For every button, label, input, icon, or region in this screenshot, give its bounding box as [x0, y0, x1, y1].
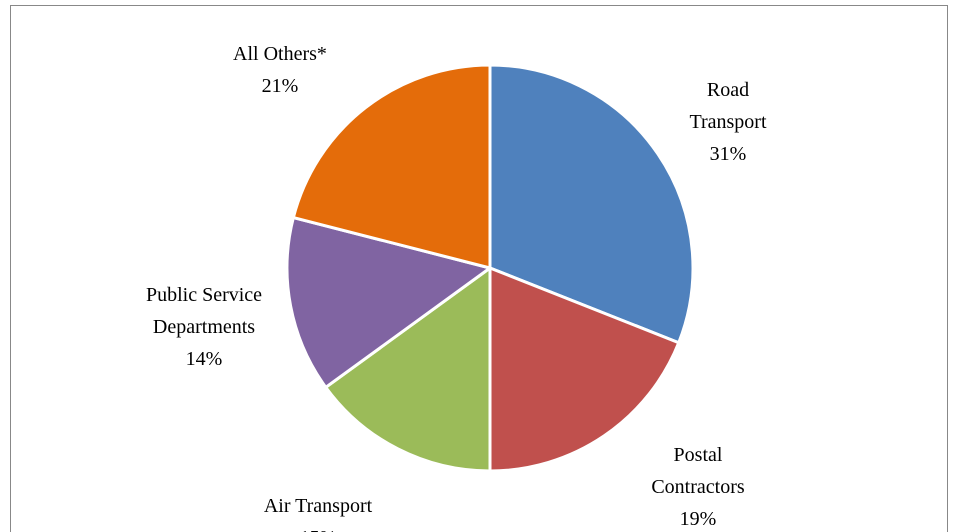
pie-slice	[488, 266, 681, 473]
value-label: 19%	[679, 508, 717, 530]
pie-slice	[488, 63, 695, 345]
category-label: All Others*	[233, 43, 327, 65]
category-label: Public Service Departments	[145, 284, 263, 338]
value-label: 31%	[709, 143, 747, 165]
pie-slice	[324, 266, 492, 473]
category-label: Road Transport	[689, 79, 767, 133]
slice-label: Public Service Departments 14%	[124, 279, 284, 375]
pie-slice	[291, 63, 492, 270]
value-label: 21%	[261, 75, 299, 97]
slice-label: Postal Contractors 19%	[633, 439, 763, 532]
slice-label: Road Transport 31%	[678, 74, 778, 170]
pie-slice	[285, 216, 492, 389]
slice-label: Air Transport 15%	[218, 490, 418, 532]
value-label: 14%	[185, 348, 223, 370]
category-label: Postal Contractors	[651, 444, 745, 498]
category-label: Air Transport	[263, 495, 373, 517]
value-label: 15%	[218, 522, 418, 532]
slice-label: All Others* 21%	[180, 38, 380, 102]
chart-frame	[10, 5, 948, 532]
